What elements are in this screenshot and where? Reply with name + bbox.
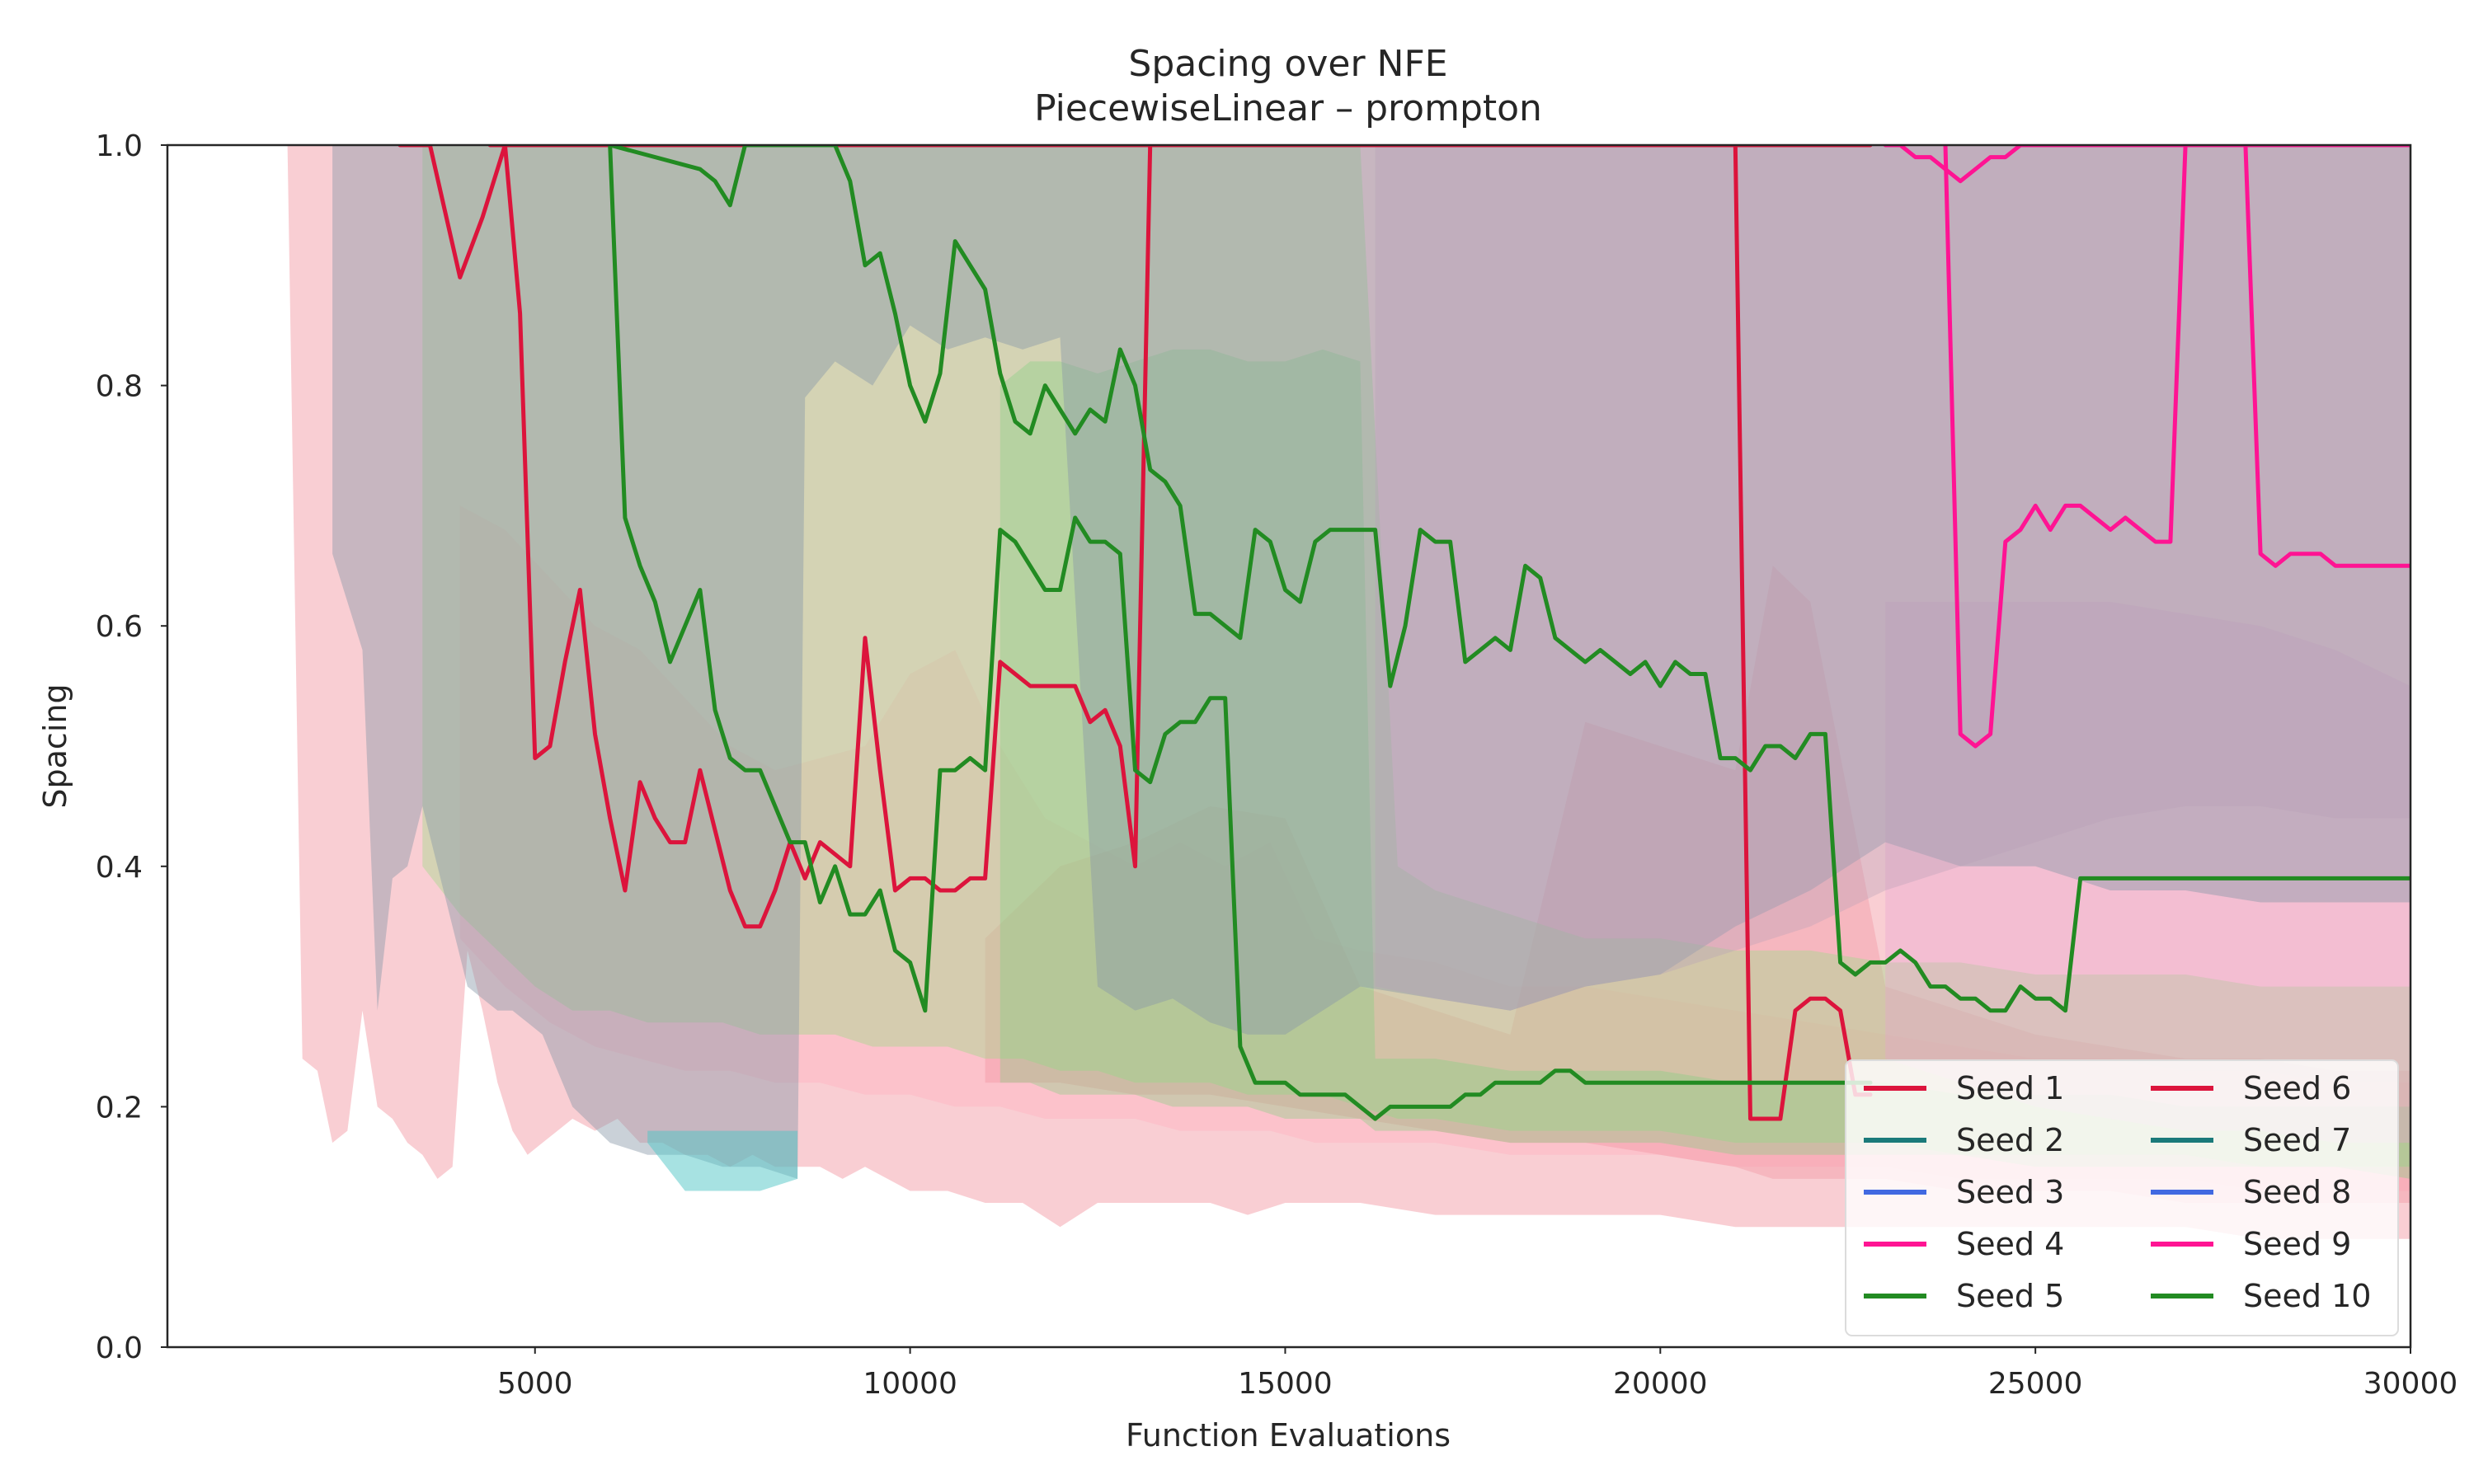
legend-label-seed-9: Seed 9 xyxy=(2243,1226,2351,1262)
legend-label-seed-4: Seed 4 xyxy=(1956,1226,2064,1262)
x-tick-label: 30000 xyxy=(2363,1367,2458,1401)
seed-10-band xyxy=(999,349,2411,1179)
chart-subtitle: PiecewiseLinear – prompton xyxy=(1034,87,1542,129)
legend-label-seed-5: Seed 5 xyxy=(1956,1278,2064,1314)
x-tick-label: 25000 xyxy=(1988,1367,2083,1401)
confidence-bands xyxy=(257,145,2411,1239)
legend-label-seed-10: Seed 10 xyxy=(2243,1278,2371,1314)
plot-frame xyxy=(166,143,2412,1349)
seed-2-band xyxy=(332,145,2411,1179)
y-tick-label: 0.6 xyxy=(96,610,143,644)
legend-label-seed-3: Seed 3 xyxy=(1956,1174,2064,1210)
x-axis-label: Function Evaluations xyxy=(1126,1417,1451,1453)
legend-box xyxy=(1845,1059,2399,1336)
x-tick-label: 10000 xyxy=(863,1367,957,1401)
chart-title: Spacing over NFE xyxy=(1128,43,1447,85)
y-tick-label: 0.2 xyxy=(96,1091,143,1125)
seed-4-band xyxy=(1885,602,2411,1144)
x-tick-label: 20000 xyxy=(1613,1367,1708,1401)
y-tick-label: 0.4 xyxy=(96,851,143,885)
x-tick-label: 5000 xyxy=(497,1367,573,1401)
seed-6-band xyxy=(985,566,2411,1203)
seed-1-band xyxy=(257,145,2411,1239)
legend-label-seed-6: Seed 6 xyxy=(2243,1070,2351,1106)
series-line-seed-9 xyxy=(1943,145,2411,749)
series-line-seed-5 xyxy=(608,145,1873,1121)
seed-1-inner-band xyxy=(459,505,2411,1191)
seed-5-band xyxy=(422,145,2411,1167)
y-tick-label: 1.0 xyxy=(96,129,143,163)
y-tick-label: 0.0 xyxy=(96,1331,143,1365)
seed-3-band xyxy=(1375,145,2411,1011)
seed-7-band xyxy=(647,1130,798,1191)
series-line-seed-10 xyxy=(608,145,2411,1013)
series-line-seed-4 xyxy=(1883,145,2411,184)
legend-label-seed-1: Seed 1 xyxy=(1956,1070,2064,1106)
y-tick-label: 0.8 xyxy=(96,370,143,404)
x-axis-ticks: 5000 10000 15000 20000 25000 30000 xyxy=(497,1347,2458,1401)
legend-label-seed-7: Seed 7 xyxy=(2243,1122,2351,1158)
legend: Seed 1 Seed 2 Seed 3 Seed 4 Seed 5 Seed 6 Seed… xyxy=(1845,1059,2399,1336)
legend-label-seed-8: Seed 8 xyxy=(2243,1174,2351,1210)
series-line-seed-6 xyxy=(487,145,1873,1121)
y-axis-label: Spacing xyxy=(37,683,73,808)
series-lines xyxy=(397,145,2411,1121)
legend-label-seed-2: Seed 2 xyxy=(1956,1122,2064,1158)
x-tick-label: 15000 xyxy=(1238,1367,1333,1401)
y-axis-ticks: 0.0 0.2 0.4 0.6 0.8 1.0 xyxy=(96,129,167,1365)
